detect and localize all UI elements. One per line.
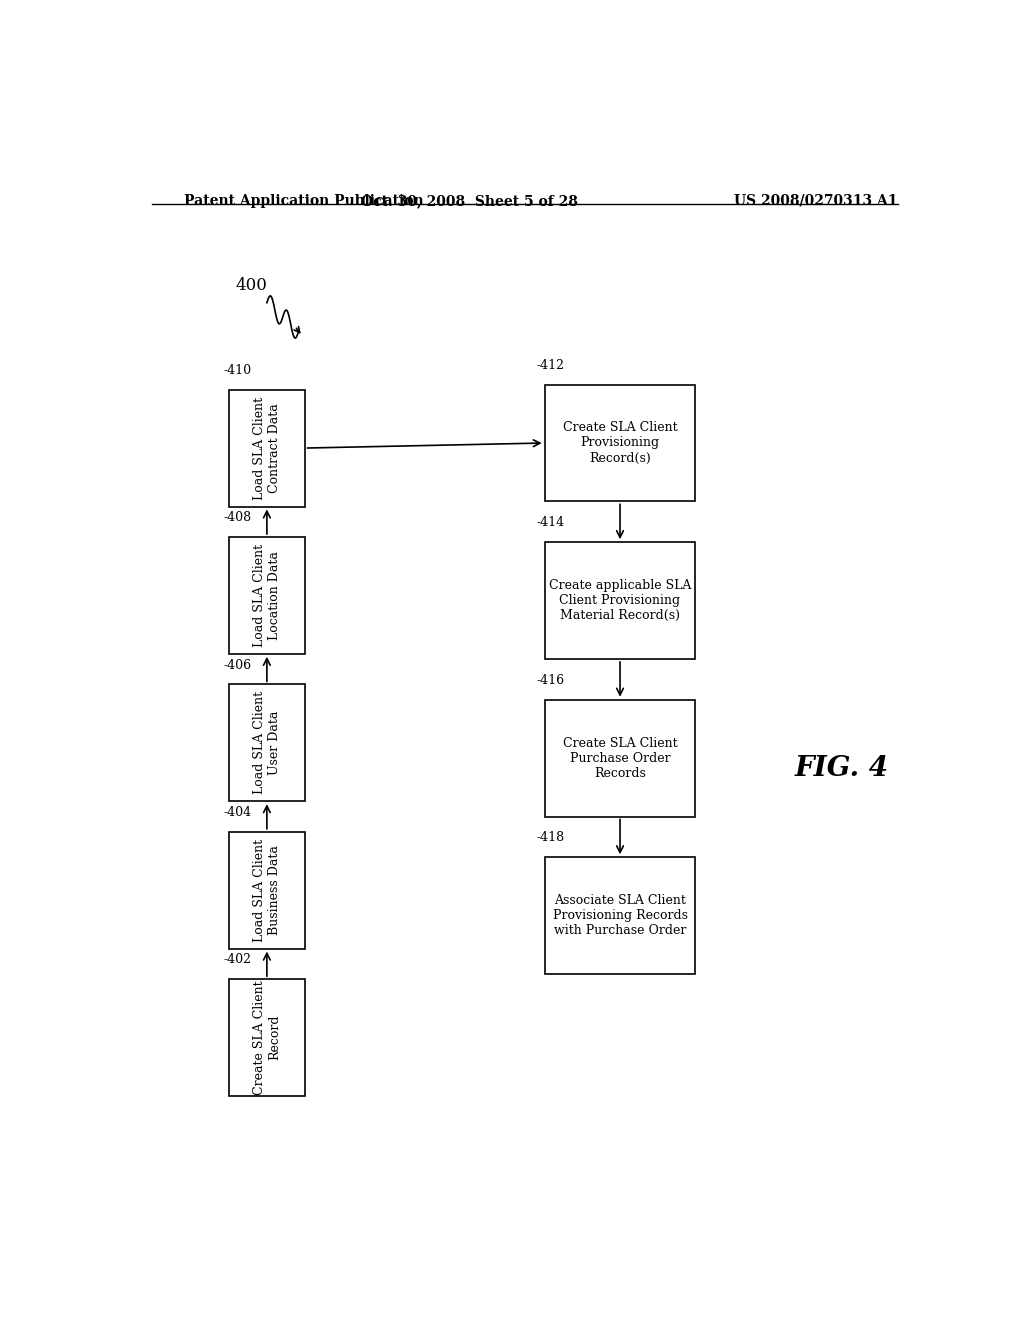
Bar [545, 543, 695, 659]
Text: -408: -408 [223, 511, 251, 524]
Bar [545, 857, 695, 974]
Bar [545, 700, 695, 817]
Text: Load SLA Client
Contract Data: Load SLA Client Contract Data [253, 396, 281, 500]
Text: -418: -418 [537, 832, 565, 845]
Bar [545, 384, 695, 502]
Text: -404: -404 [223, 807, 251, 818]
Text: Create SLA Client
Provisioning
Record(s): Create SLA Client Provisioning Record(s) [563, 421, 677, 465]
Text: Load SLA Client
User Data: Load SLA Client User Data [253, 692, 281, 795]
Text: Patent Application Publication: Patent Application Publication [183, 194, 423, 209]
Bar [229, 684, 304, 801]
Text: Load SLA Client
Location Data: Load SLA Client Location Data [253, 544, 281, 647]
Text: US 2008/0270313 A1: US 2008/0270313 A1 [734, 194, 898, 209]
Text: -402: -402 [223, 953, 251, 966]
Text: -406: -406 [223, 659, 251, 672]
Bar [229, 832, 304, 949]
Bar [229, 979, 304, 1096]
Text: -414: -414 [537, 516, 565, 529]
Text: FIG. 4: FIG. 4 [795, 755, 889, 781]
Text: Load SLA Client
Business Data: Load SLA Client Business Data [253, 838, 281, 941]
Bar [229, 537, 304, 653]
Text: Create SLA Client
Record: Create SLA Client Record [253, 981, 281, 1094]
Text: Associate SLA Client
Provisioning Records
with Purchase Order: Associate SLA Client Provisioning Record… [553, 894, 687, 937]
Text: 400: 400 [236, 277, 267, 294]
Text: -412: -412 [537, 359, 564, 372]
Text: -410: -410 [223, 364, 251, 378]
Text: -416: -416 [537, 675, 565, 686]
Text: Create applicable SLA
Client Provisioning
Material Record(s): Create applicable SLA Client Provisionin… [549, 579, 691, 622]
Text: Oct. 30, 2008  Sheet 5 of 28: Oct. 30, 2008 Sheet 5 of 28 [360, 194, 578, 209]
Text: Create SLA Client
Purchase Order
Records: Create SLA Client Purchase Order Records [563, 737, 677, 780]
Bar [229, 389, 304, 507]
